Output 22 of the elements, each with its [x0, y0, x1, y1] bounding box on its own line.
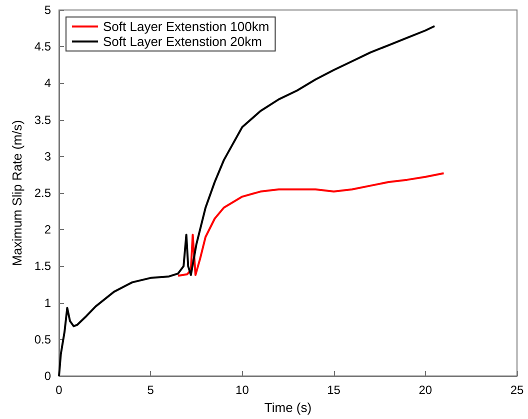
y-tick-label: 1.5: [34, 259, 52, 274]
x-tick-label: 10: [236, 383, 250, 397]
y-axis-title: Maximum Slip Rate (m/s): [9, 120, 24, 266]
y-tick-label: 2.5: [34, 186, 52, 200]
x-axis-title: Time (s): [264, 400, 312, 415]
y-tick-label: 1: [44, 296, 52, 310]
y-tick-label: 0: [44, 369, 52, 383]
y-tick-label: 3.5: [34, 112, 52, 127]
x-tick-label: 20: [418, 383, 432, 397]
x-tick-label: 5: [147, 383, 154, 397]
legend-label: Soft Layer Extenstion 20km: [103, 34, 262, 49]
y-tick-label: 0.5: [34, 332, 52, 346]
x-tick-label: 0: [56, 383, 63, 397]
y-tick-label: 5: [44, 3, 52, 17]
y-tick-label: 2: [44, 222, 52, 237]
y-tick-label: 4: [44, 76, 52, 90]
y-tick-label: 4.5: [34, 40, 52, 54]
line-series: [177, 172, 445, 277]
x-tick-label: 25: [510, 383, 524, 397]
legend-label: Soft Layer Extenstion 100km: [103, 19, 270, 34]
y-tick-label: 3: [44, 149, 52, 164]
x-tick-label: 15: [327, 383, 341, 397]
